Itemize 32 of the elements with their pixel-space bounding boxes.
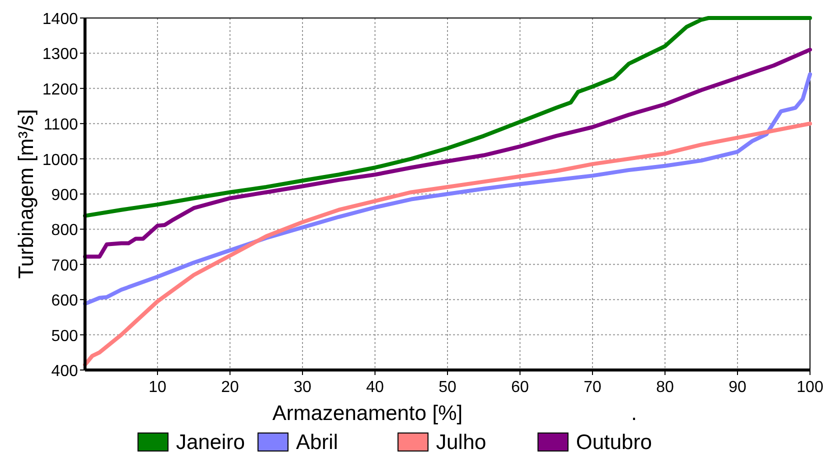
line-series [83,48,812,259]
y-tick-label: 900 [51,187,78,204]
y-tick-label: 1100 [44,116,78,134]
line-series [83,16,812,218]
legend-label: Abril [296,431,338,454]
y-tick-label: 1200 [42,81,78,98]
line-series [83,72,812,306]
legend-label: Outubro [576,431,652,454]
x-tick-label: 20 [221,379,239,396]
x-tick-label: 60 [511,379,529,396]
y-tick-label: 600 [51,292,78,310]
legend-label: Janeiro [176,431,245,454]
x-tick-label: 100 [796,379,823,396]
y-tick-label: 800 [51,222,78,240]
y-tick-label: 700 [51,257,78,274]
y-tick-label: 400 [51,363,78,380]
line-series [83,122,812,367]
legend-label: Julho [436,431,486,454]
x-tick-label: 10 [148,379,166,396]
y-tick-label: 1000 [42,152,78,169]
x-tick-label: 80 [656,379,674,396]
x-axis-title: Armazenamento [%] [272,402,463,425]
y-tick-label: 500 [51,328,78,345]
x-tick-label: 40 [366,379,384,396]
y-tick-label: 1300 [42,46,78,64]
y-axis-title: Turbinagem [m³/s] [15,109,38,279]
x-tick-label: 30 [294,379,312,396]
x-tick-label: 70 [584,379,602,396]
text: . [631,402,637,425]
x-tick-label: 50 [438,379,456,396]
x-tick-label: 90 [728,379,746,396]
y-tick-label: 1400 [42,11,78,28]
